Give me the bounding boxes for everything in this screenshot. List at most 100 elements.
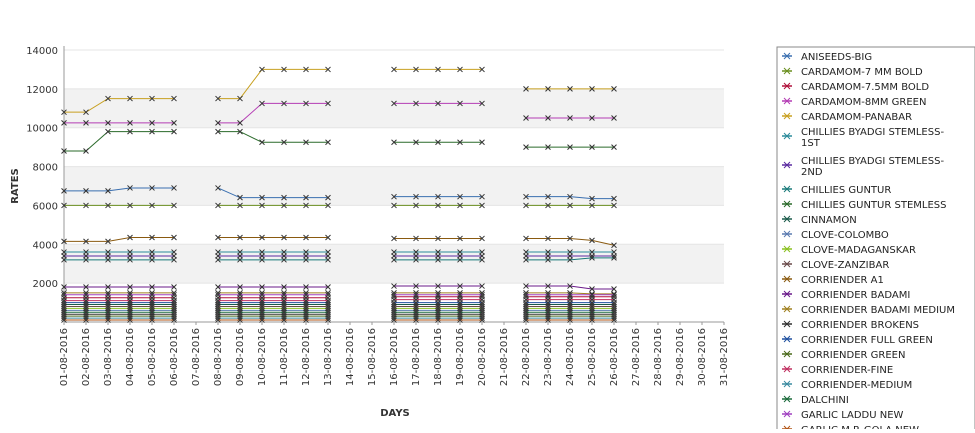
data-point — [479, 139, 485, 146]
data-point — [457, 296, 463, 303]
x-tick-label: 27-08-2016 — [631, 328, 642, 386]
data-point — [523, 193, 529, 200]
legend-label: ANISEEDS-BIG — [801, 52, 872, 63]
data-point — [457, 309, 463, 316]
data-point — [589, 144, 595, 150]
data-point — [149, 297, 155, 304]
data-point — [281, 284, 287, 290]
data-point — [567, 296, 573, 303]
x-tick-label: 26-08-2016 — [609, 328, 620, 386]
data-point — [545, 309, 551, 316]
legend-marker — [783, 410, 791, 418]
data-point — [149, 185, 155, 191]
x-tick-label: 31-08-2016 — [719, 328, 730, 386]
data-point — [281, 202, 287, 209]
data-point — [589, 290, 595, 297]
data-point — [149, 95, 155, 102]
data-point — [435, 235, 441, 242]
data-point — [435, 296, 441, 303]
data-point — [215, 120, 221, 126]
data-point — [61, 120, 67, 126]
data-point — [171, 234, 177, 241]
data-point — [105, 317, 111, 323]
data-point — [545, 296, 551, 303]
legend-label: CORRIENDER BADAMI — [801, 290, 910, 301]
data-point — [83, 297, 89, 304]
legend-label: CARDAMOM-PANABAR — [801, 112, 912, 123]
x-tick-label: 03-08-2016 — [103, 328, 114, 386]
legend-marker — [783, 380, 791, 388]
x-tick-label: 14-08-2016 — [345, 328, 356, 386]
data-point — [457, 256, 463, 263]
data-point — [611, 115, 617, 121]
y-axis-label: RATES — [10, 168, 21, 204]
data-point — [149, 256, 155, 263]
data-point — [391, 100, 397, 107]
data-point — [479, 193, 485, 200]
data-point — [215, 185, 221, 191]
y-tick-label: 8000 — [33, 163, 58, 174]
series-21 — [61, 309, 617, 316]
data-point — [611, 286, 617, 292]
data-point — [523, 86, 529, 92]
data-point — [325, 256, 331, 263]
data-point — [391, 317, 397, 323]
data-point — [325, 309, 331, 316]
data-point — [611, 86, 617, 92]
data-point — [171, 202, 177, 209]
data-point — [281, 256, 287, 263]
data-point — [325, 291, 331, 298]
data-point — [567, 309, 573, 316]
data-point — [303, 139, 309, 146]
series-line — [218, 68, 328, 100]
data-point — [589, 309, 595, 316]
data-point — [589, 202, 595, 209]
data-point — [567, 317, 573, 323]
data-point — [105, 256, 111, 263]
series-line — [217, 187, 328, 199]
data-point — [105, 291, 111, 298]
data-point — [413, 235, 419, 242]
series-19 — [61, 296, 617, 304]
data-point — [589, 86, 595, 92]
series-line — [64, 131, 174, 152]
data-point — [567, 86, 573, 92]
data-point — [413, 256, 419, 263]
x-tick-label: 25-08-2016 — [587, 328, 598, 386]
data-point — [413, 139, 419, 146]
x-tick-label: 09-08-2016 — [235, 328, 246, 386]
data-point — [83, 309, 89, 316]
data-point — [105, 188, 111, 194]
data-point — [567, 235, 573, 242]
legend-marker — [783, 112, 791, 120]
legend-marker — [783, 67, 791, 75]
x-axis-label: DAYS — [380, 408, 410, 419]
data-point — [391, 202, 397, 209]
legend-marker — [783, 260, 791, 268]
data-point — [83, 148, 89, 154]
legend-marker — [783, 215, 791, 223]
y-tick-label: 14000 — [26, 46, 58, 57]
series-layer — [61, 66, 617, 323]
grid-band — [64, 166, 724, 206]
data-point — [127, 234, 133, 241]
data-point — [215, 202, 221, 209]
data-point — [281, 297, 287, 304]
data-point — [567, 144, 573, 150]
data-point — [171, 284, 177, 290]
data-point — [149, 284, 155, 290]
data-point — [61, 309, 67, 316]
data-point — [589, 317, 595, 323]
data-point — [413, 296, 419, 303]
data-point — [105, 95, 111, 102]
data-point — [457, 202, 463, 209]
data-point — [567, 283, 573, 289]
series-0 — [61, 185, 617, 202]
data-point — [237, 291, 243, 298]
data-point — [413, 317, 419, 323]
data-point — [325, 202, 331, 209]
series-4 — [61, 66, 617, 116]
data-point — [105, 284, 111, 290]
data-point — [391, 283, 397, 289]
legend-marker — [783, 200, 791, 208]
